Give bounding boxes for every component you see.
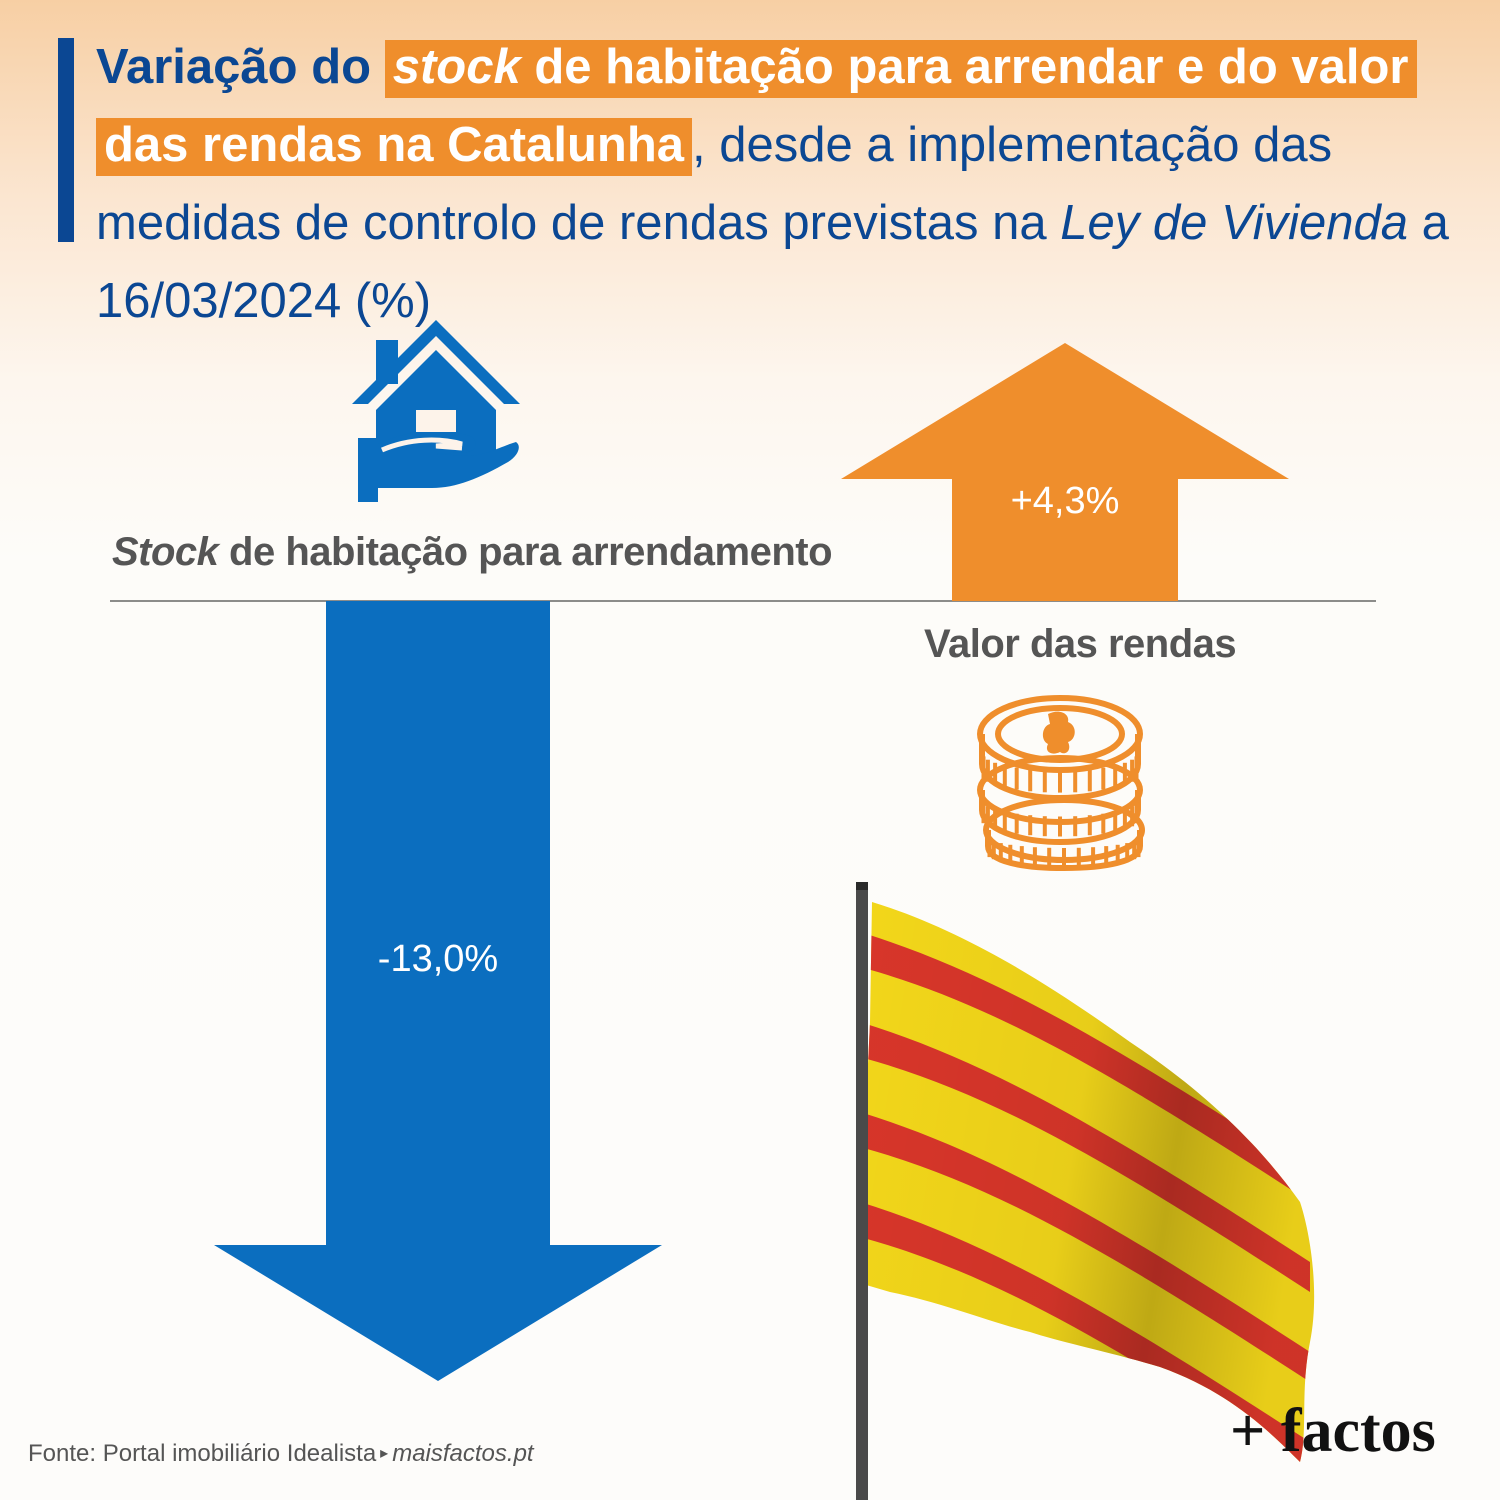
title-law-name: Ley de Vivienda [1060,196,1409,250]
coin-stack-icon [977,695,1145,872]
brand-logo: + factos [1230,1397,1436,1465]
catalan-flag [856,882,1315,1500]
stock-value-label: -13,0% [377,938,499,980]
title-rest: , desde a implementação das medidas de c… [96,118,1333,250]
source-note: Fonte: Portal imobiliário Idealista ▸ mais… [28,1440,534,1468]
rendas-value-label: +4,3% [1010,480,1120,522]
stock-label: Stock de habitação para arrendamento [112,530,833,575]
source-text: Fonte: Portal imobiliário Idealista [28,1440,377,1467]
rendas-arrow-up [841,343,1289,601]
title: Variação do stock de habitação para arre… [96,28,1486,340]
title-highlight-rest: de habitação para arrendar e do valor da… [104,40,1409,172]
source-site: maisfactos.pt [392,1440,534,1467]
title-accent-bar [58,38,74,242]
source-arrow-icon: ▸ [380,1445,389,1462]
stock-label-em: Stock [112,530,219,574]
stock-label-rest: de habitação para arrendamento [218,530,833,574]
title-highlight-em: stock [392,40,521,94]
title-tail: a 16/03/2024 (%) [96,196,1449,328]
title-lead: Variação do [96,40,385,94]
house-in-hand-icon [352,320,520,502]
rendas-label: Valor das rendas [924,622,1237,666]
stock-arrow-down [214,601,662,1381]
